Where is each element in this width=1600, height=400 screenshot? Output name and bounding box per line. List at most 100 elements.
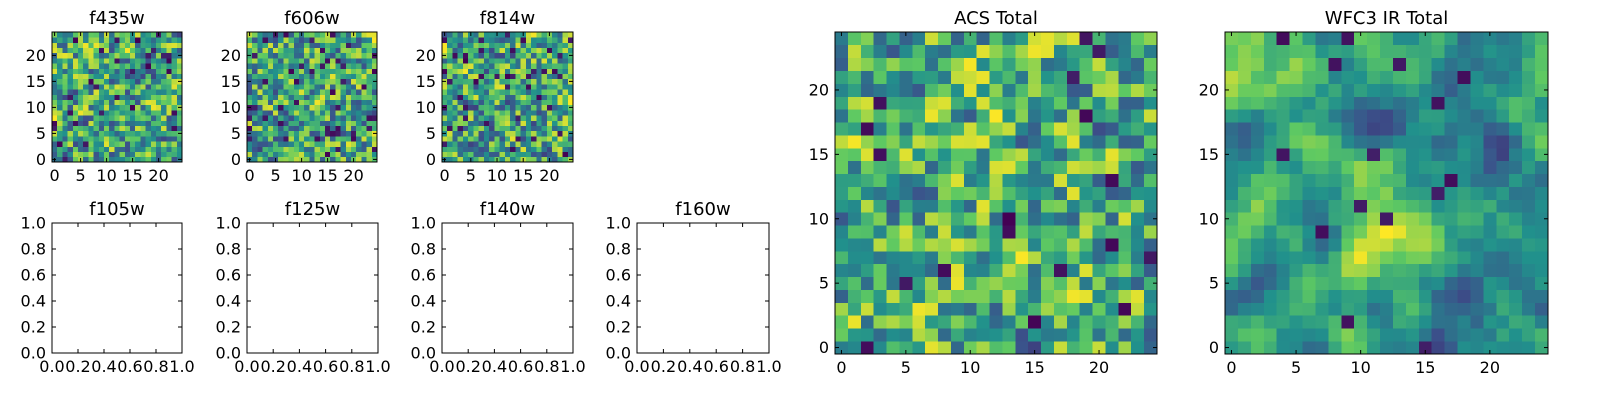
heatmap-cell bbox=[119, 115, 126, 121]
heatmap-cell bbox=[531, 78, 537, 85]
heatmap-cell bbox=[1041, 109, 1055, 123]
heatmap-cell bbox=[247, 151, 253, 158]
heatmap-cell bbox=[1092, 199, 1106, 213]
heatmap-cell bbox=[1041, 83, 1055, 97]
heatmap-cell bbox=[176, 146, 183, 152]
x-tick-label: 0.4 bbox=[482, 357, 507, 376]
heatmap-cell bbox=[1131, 173, 1145, 187]
heatmap-cell bbox=[1105, 302, 1119, 316]
heatmap-cell bbox=[145, 58, 152, 64]
heatmap-cell bbox=[314, 146, 321, 152]
heatmap-cell bbox=[340, 136, 347, 142]
heatmap-cell bbox=[457, 130, 464, 137]
heatmap-cell bbox=[114, 73, 120, 80]
heatmap-cell bbox=[925, 44, 939, 59]
heatmap-cell bbox=[1418, 341, 1433, 355]
heatmap-cell bbox=[483, 110, 490, 116]
heatmap-cell bbox=[1250, 70, 1265, 84]
heatmap-cell bbox=[938, 328, 952, 342]
heatmap-cell bbox=[899, 173, 913, 187]
heatmap-cell bbox=[335, 104, 341, 111]
heatmap-cell bbox=[478, 141, 485, 147]
heatmap-cell bbox=[1535, 263, 1549, 278]
heatmap-cell bbox=[93, 120, 100, 126]
heatmap-cell bbox=[135, 136, 141, 142]
heatmap-cell bbox=[314, 42, 321, 48]
heatmap-cell bbox=[1392, 225, 1407, 239]
heatmap-cell bbox=[309, 156, 315, 163]
heatmap-cell bbox=[140, 151, 146, 158]
heatmap-cell bbox=[950, 212, 965, 226]
heatmap-cell bbox=[1144, 289, 1158, 303]
heatmap-cell bbox=[520, 89, 527, 95]
heatmap-cell bbox=[1144, 135, 1158, 149]
heatmap-cell bbox=[478, 120, 485, 126]
axes-frame bbox=[51, 222, 183, 354]
heatmap-cell bbox=[525, 47, 532, 54]
heatmap-cell bbox=[104, 52, 110, 59]
x-tick-label: 0.0 bbox=[234, 357, 259, 376]
heatmap-cell bbox=[562, 73, 569, 80]
heatmap-cell bbox=[1118, 109, 1132, 123]
heatmap-cell bbox=[1028, 32, 1042, 46]
heatmap-cell bbox=[57, 52, 63, 59]
heatmap-cell bbox=[1418, 225, 1433, 239]
heatmap-cell bbox=[520, 110, 527, 116]
heatmap-cell bbox=[562, 151, 569, 158]
heatmap-cell bbox=[1470, 289, 1484, 303]
heatmap-cell bbox=[860, 186, 874, 200]
heatmap-cell bbox=[950, 147, 965, 162]
heatmap-cell bbox=[83, 47, 89, 54]
heatmap-cell bbox=[1105, 160, 1119, 175]
heatmap-cell bbox=[1315, 341, 1329, 355]
heatmap-cell bbox=[873, 44, 887, 59]
heatmap-cell bbox=[1289, 70, 1303, 84]
heatmap-cell bbox=[1015, 341, 1029, 355]
heatmap-cell bbox=[278, 73, 284, 80]
heatmap-cell bbox=[72, 130, 79, 137]
heatmap-cell bbox=[1431, 250, 1445, 265]
heatmap-cell bbox=[166, 73, 172, 80]
heatmap-cell bbox=[262, 68, 269, 74]
heatmap-cell bbox=[510, 63, 516, 69]
heatmap-cell bbox=[562, 136, 569, 142]
heatmap-cell bbox=[361, 78, 367, 85]
heatmap-cell bbox=[520, 104, 527, 111]
heatmap-cell bbox=[361, 110, 367, 116]
heatmap-cell bbox=[351, 73, 357, 80]
heatmap-cell bbox=[1483, 135, 1497, 149]
heatmap-cell bbox=[1015, 212, 1029, 226]
heatmap-cell bbox=[140, 99, 146, 106]
heatmap-cell bbox=[1328, 225, 1342, 239]
heatmap-cell bbox=[1483, 96, 1497, 110]
heatmap-cell bbox=[483, 104, 490, 111]
heatmap-cell bbox=[1144, 70, 1158, 84]
heatmap-cell bbox=[1444, 96, 1458, 110]
heatmap-cell bbox=[989, 302, 1003, 316]
heatmap-cell bbox=[1315, 276, 1329, 290]
heatmap-cell bbox=[1431, 109, 1445, 123]
heatmap-cell bbox=[145, 63, 152, 69]
heatmap-cell bbox=[78, 58, 84, 64]
heatmap-cell bbox=[1522, 341, 1536, 355]
panel-title: WFC3 IR Total bbox=[1325, 8, 1448, 29]
heatmap-cell bbox=[98, 136, 105, 142]
heatmap-cell bbox=[1002, 238, 1016, 252]
heatmap-cell bbox=[93, 37, 100, 43]
heatmap-cell bbox=[1041, 341, 1055, 355]
heatmap-cell bbox=[473, 42, 480, 48]
heatmap-cell bbox=[546, 120, 553, 126]
heatmap-cell bbox=[124, 42, 131, 48]
heatmap-cell bbox=[1015, 83, 1029, 97]
heatmap-cell bbox=[309, 78, 315, 85]
heatmap-cell bbox=[1105, 57, 1119, 71]
heatmap-cell bbox=[557, 73, 563, 80]
heatmap-cell bbox=[1302, 57, 1316, 71]
heatmap-cell bbox=[1053, 289, 1068, 303]
heatmap-cell bbox=[886, 302, 900, 316]
heatmap-cell bbox=[1079, 341, 1093, 355]
heatmap-cell bbox=[494, 146, 500, 152]
heatmap-cell bbox=[124, 120, 131, 126]
heatmap-cell bbox=[1418, 238, 1433, 252]
heatmap-cell bbox=[912, 173, 926, 187]
